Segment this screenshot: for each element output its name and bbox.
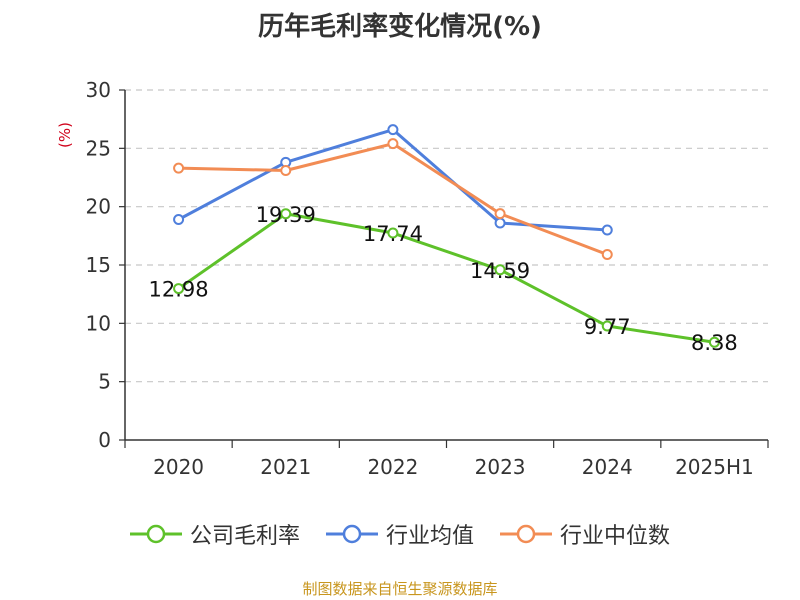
data-point <box>601 320 613 332</box>
data-point <box>387 227 399 239</box>
x-tick-label: 2022 <box>367 455 418 479</box>
data-point <box>280 208 292 220</box>
data-point <box>601 224 613 236</box>
legend-item-company[interactable]: 公司毛利率 <box>129 518 300 550</box>
data-point <box>387 124 399 136</box>
data-point <box>494 264 506 276</box>
source-note: 制图数据来自恒生聚源数据库 <box>302 580 498 598</box>
x-tick-label: 2020 <box>153 455 204 479</box>
x-tick-label: 2021 <box>260 455 311 479</box>
legend-item-industry-median[interactable]: 行业中位数 <box>500 518 670 550</box>
x-tick-label: 2024 <box>582 455 633 479</box>
legend-marker-industry-mean <box>325 524 378 544</box>
data-label: 9.77 <box>584 315 631 339</box>
y-tick-label: 15 <box>86 253 111 277</box>
data-point <box>494 217 506 229</box>
x-tick-label: 2025H1 <box>675 455 754 479</box>
data-point <box>494 208 506 220</box>
legend-marker-industry-median <box>500 524 552 544</box>
legend-label-industry-median: 行业中位数 <box>560 524 671 549</box>
data-point <box>708 336 720 348</box>
y-tick-label: 20 <box>86 195 111 219</box>
data-point <box>601 249 613 260</box>
legend-label-industry-mean: 行业均值 <box>385 524 474 549</box>
y-tick-label: 10 <box>86 311 111 335</box>
y-tick-label: 0 <box>98 428 111 452</box>
legend-label-company: 公司毛利率 <box>189 524 300 549</box>
data-label: 17.74 <box>363 222 423 246</box>
legend-item-industry-mean[interactable]: 行业均值 <box>325 518 474 550</box>
legend-marker-company <box>129 524 182 544</box>
y-tick-label: 5 <box>98 370 111 394</box>
y-tick-label: 30 <box>86 78 111 102</box>
chart-title: 历年毛利率变化情况(%) <box>258 12 542 42</box>
data-point <box>173 283 185 295</box>
data-label: 8.38 <box>691 331 738 355</box>
y-tick-label: 25 <box>86 136 111 160</box>
data-label: 19.39 <box>256 203 316 227</box>
data-point <box>173 162 185 174</box>
data-point <box>280 165 292 176</box>
data-point <box>387 138 399 150</box>
series-line <box>177 212 715 344</box>
data-label: 14.59 <box>470 259 530 283</box>
legend: 公司毛利率 行业均值 行业中位数 <box>0 518 800 550</box>
data-point <box>173 214 185 225</box>
data-label: 12.98 <box>149 278 209 302</box>
x-tick-label: 2023 <box>475 455 526 479</box>
